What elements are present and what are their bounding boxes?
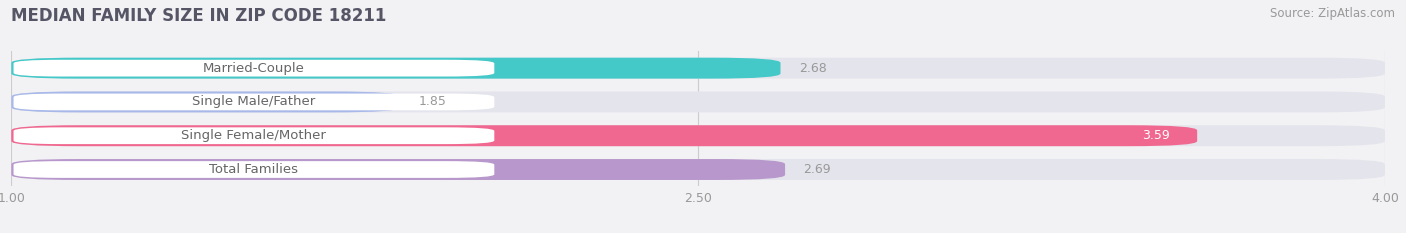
Text: Married-Couple: Married-Couple (202, 62, 305, 75)
FancyBboxPatch shape (14, 60, 495, 76)
Text: Single Male/Father: Single Male/Father (193, 96, 315, 108)
FancyBboxPatch shape (11, 58, 1385, 79)
Text: Source: ZipAtlas.com: Source: ZipAtlas.com (1270, 7, 1395, 20)
FancyBboxPatch shape (14, 94, 495, 110)
Text: Total Families: Total Families (209, 163, 298, 176)
FancyBboxPatch shape (11, 92, 401, 112)
FancyBboxPatch shape (11, 159, 785, 180)
Text: 1.85: 1.85 (419, 96, 447, 108)
FancyBboxPatch shape (11, 159, 1385, 180)
FancyBboxPatch shape (11, 125, 1385, 146)
Text: MEDIAN FAMILY SIZE IN ZIP CODE 18211: MEDIAN FAMILY SIZE IN ZIP CODE 18211 (11, 7, 387, 25)
FancyBboxPatch shape (11, 92, 1385, 112)
Text: 2.69: 2.69 (803, 163, 831, 176)
Text: 3.59: 3.59 (1142, 129, 1170, 142)
Text: Single Female/Mother: Single Female/Mother (181, 129, 326, 142)
FancyBboxPatch shape (11, 58, 780, 79)
FancyBboxPatch shape (14, 161, 495, 178)
FancyBboxPatch shape (11, 125, 1197, 146)
FancyBboxPatch shape (14, 127, 495, 144)
Text: 2.68: 2.68 (799, 62, 827, 75)
